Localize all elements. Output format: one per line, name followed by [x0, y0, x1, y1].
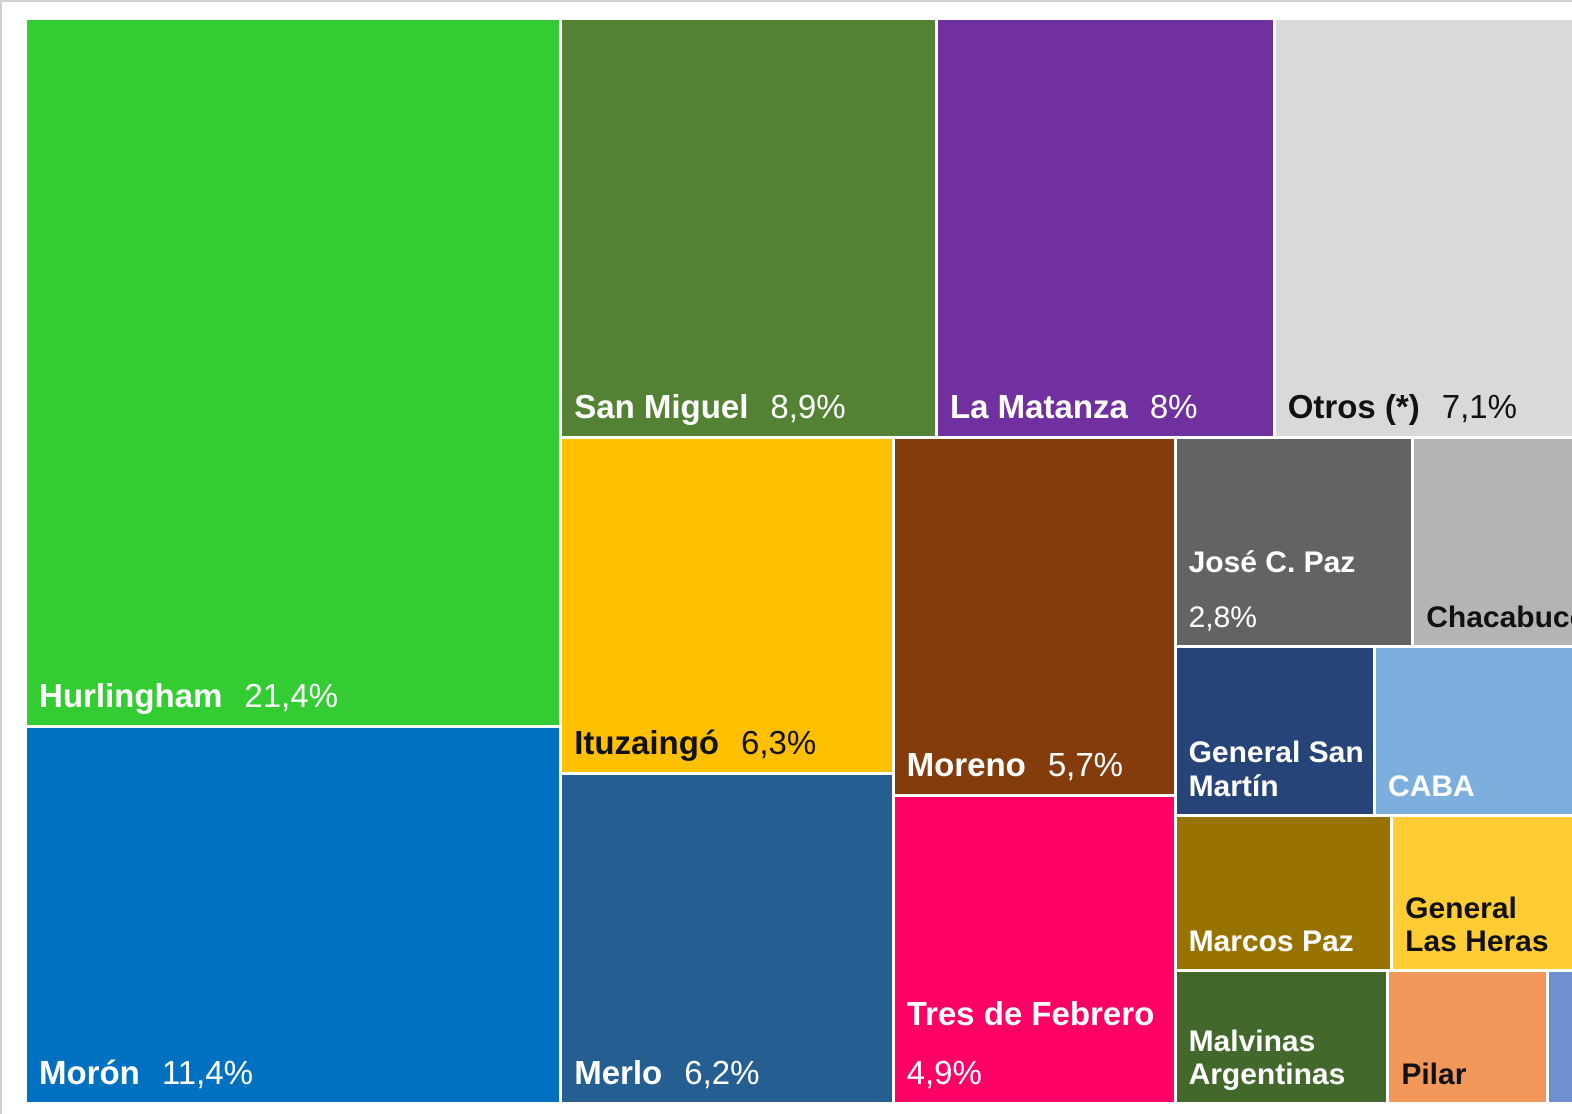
tile-name: Pilar [1401, 1058, 1467, 1092]
tile-name: Merlo [574, 1054, 663, 1092]
tile: José C. Paz 2,8% [1176, 439, 1412, 645]
tile-value-label: 5,7% [1047, 746, 1124, 784]
tile-caption: CABA [1388, 770, 1564, 804]
tile-caption: Pilar [1401, 1058, 1538, 1092]
tile-value-label: 7,1% [1441, 388, 1517, 426]
tile: Pilar [1389, 971, 1546, 1102]
tile-caption: Merlo 6,2% [574, 1054, 883, 1092]
tile-name: San Miguel [574, 388, 749, 426]
tile: La Matanza 8% [937, 20, 1273, 437]
tile-value-label: 6,2% [684, 1054, 760, 1092]
tile: Otros (*) 7,1% [1275, 20, 1572, 437]
tile: Morón 11,4% [27, 727, 560, 1102]
tile: General San Martín [1176, 647, 1374, 814]
tile-value-label: 21,4% [244, 676, 338, 714]
tile-caption: General San Martín [1189, 736, 1365, 803]
tile-value-label: 6,3% [741, 723, 817, 761]
tile-name: CABA [1388, 769, 1475, 803]
tile-name: Chacabuco [1426, 601, 1572, 635]
tile [1548, 971, 1572, 1102]
tile-name: Moreno [906, 746, 1026, 784]
tile-value-label: 11,4% [161, 1054, 253, 1092]
tile-caption: Otros (*) 7,1% [1287, 388, 1565, 426]
tile-name: Hurlingham [39, 676, 223, 714]
tile-name: Otros (*) [1287, 388, 1420, 426]
tile-caption: Moreno 5,7% [906, 746, 1166, 784]
tile-name: General San Martín [1188, 736, 1364, 803]
tile: Merlo 6,2% [562, 774, 892, 1102]
tile: Hurlingham 21,4% [27, 20, 560, 725]
tile-value-label: 8% [1149, 388, 1198, 426]
tile: Chacabuco [1414, 439, 1572, 645]
tile-caption: Ituzaingó 6,3% [574, 723, 883, 762]
tile-name: Tres de Febrero [906, 995, 1155, 1033]
tile-caption: San Miguel 8,9% [574, 388, 927, 426]
tile-caption: Hurlingham 21,4% [39, 676, 551, 715]
tile: Ituzaingó 6,3% [562, 439, 892, 772]
tile-name: Morón [39, 1054, 140, 1092]
tile-value-label: 2,8% [1188, 601, 1257, 635]
tile: CABA [1376, 647, 1572, 814]
tile: Moreno 5,7% [894, 439, 1174, 795]
tile-name: Ituzaingó [574, 723, 720, 761]
tile-caption: José C. Paz 2,8% [1189, 546, 1404, 635]
tile-caption: Marcos Paz [1189, 925, 1383, 959]
tile-name: General Las Heras [1405, 891, 1549, 959]
tile: Tres de Febrero 4,9% [894, 797, 1174, 1102]
tile-value-label: 4,9% [906, 1054, 982, 1092]
tile-caption: General Las Heras [1405, 892, 1564, 959]
tile: San Miguel 8,9% [562, 20, 935, 437]
tile: Marcos Paz [1176, 816, 1391, 969]
tile-caption: La Matanza 8% [949, 388, 1265, 426]
tile-caption: Chacabuco [1426, 601, 1572, 635]
tile-name: La Matanza [949, 388, 1128, 426]
tile-value-label: 8,9% [770, 388, 846, 426]
tile: Malvinas Argentinas [1176, 971, 1387, 1102]
tile: General Las Heras [1393, 816, 1572, 969]
tile-name: José C. Paz [1188, 545, 1356, 579]
tile-name: Malvinas Argentinas [1188, 1024, 1346, 1092]
tile-caption: Morón 11,4% [39, 1054, 551, 1092]
tile-caption: Tres de Febrero 4,9% [906, 995, 1166, 1092]
tile-caption: Malvinas Argentinas [1189, 1025, 1379, 1092]
tile-name: Marcos Paz [1188, 925, 1354, 959]
